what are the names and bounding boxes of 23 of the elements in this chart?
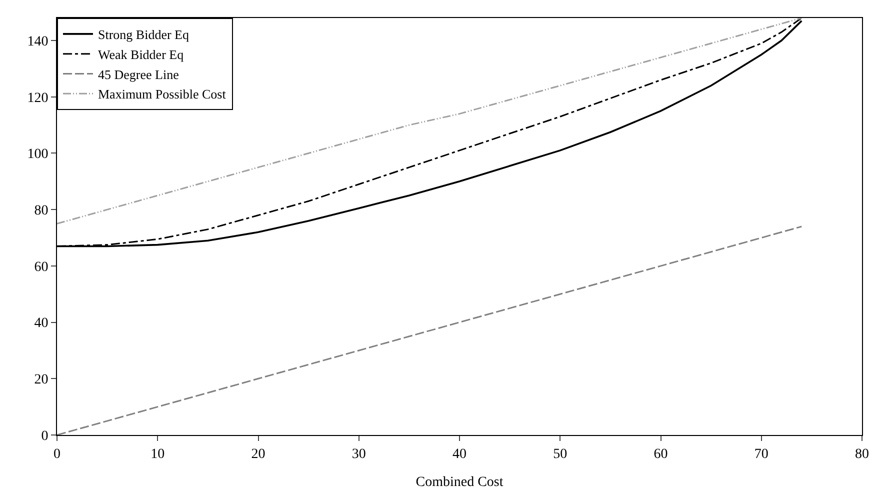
x-tick-label: 20 — [251, 446, 266, 462]
x-tick-label: 50 — [553, 446, 568, 462]
x-tick-label: 70 — [754, 446, 768, 462]
y-tick-label: 140 — [27, 34, 48, 50]
legend-label: Weak Bidder Eq — [98, 46, 184, 62]
line-series — [57, 226, 802, 435]
x-tick-label: 40 — [452, 446, 466, 462]
x-tick-label: 0 — [54, 446, 60, 462]
y-tick-label: 100 — [27, 147, 48, 162]
x-tick-label: 60 — [654, 446, 668, 462]
y-tick-label: 20 — [34, 372, 48, 388]
x-tick-label: 30 — [352, 446, 366, 462]
x-tick-label: 80 — [855, 446, 869, 462]
legend-label: 45 Degree Line — [98, 66, 180, 82]
y-tick-label: 120 — [27, 90, 48, 106]
x-tick-label: 10 — [150, 446, 165, 462]
y-tick-label: 60 — [34, 260, 48, 275]
y-tick-label: 0 — [41, 428, 48, 444]
y-tick-label: 80 — [34, 203, 48, 218]
legend-label: Maximum Possible Cost — [98, 86, 226, 102]
x-axis-title: Combined Cost — [416, 475, 504, 490]
legend-label: Strong Bidder Eq — [98, 27, 190, 42]
y-tick-label: 40 — [34, 316, 48, 332]
